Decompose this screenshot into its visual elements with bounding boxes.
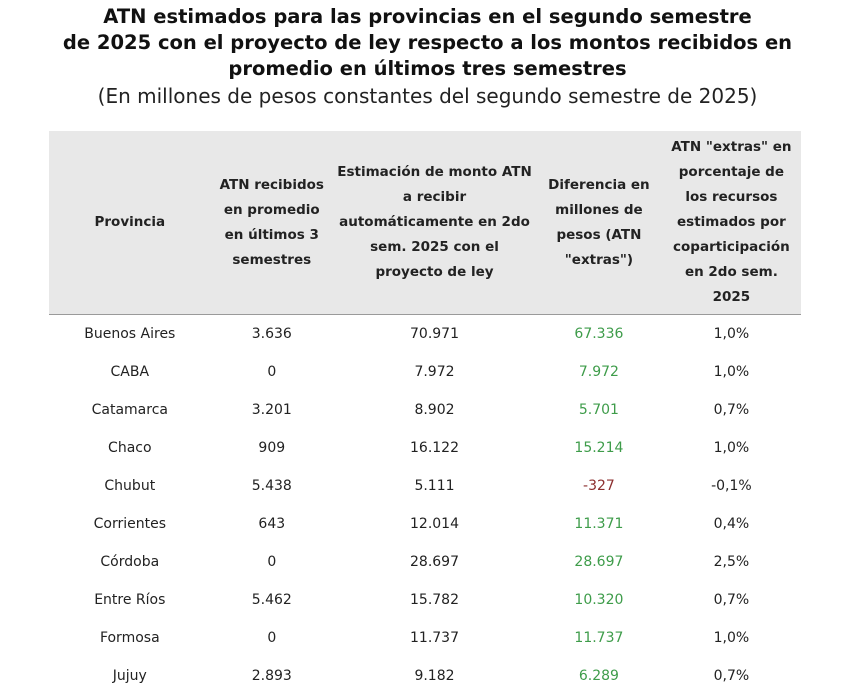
cell-estimacion: 16.122 [410, 440, 459, 456]
table-row: Formosa 0 11.737 11.737 1,0% [49, 619, 801, 657]
cell-porcentaje: 1,0% [713, 326, 750, 342]
cell-porcentaje: 1,0% [713, 630, 750, 646]
header-porcentaje: ATN "extras" en porcentaje de los recurs… [661, 131, 801, 315]
cell-diferencia: 11.737 [574, 630, 624, 646]
cell-estimacion: 12.014 [410, 516, 459, 532]
table-row: Catamarca 3.201 8.902 5.701 0,7% [49, 391, 801, 429]
atn-table: Provincia ATN recibidos en promedio en ú… [49, 131, 801, 695]
table-row: CABA 0 7.972 7.972 1,0% [49, 353, 801, 391]
cell-atn-recibidos: 0 [267, 554, 277, 570]
table-body: Buenos Aires 3.636 70.971 67.336 1,0% CABA 0 7.… [49, 315, 801, 696]
cell-provincia: Entre Ríos [94, 592, 166, 608]
cell-estimacion: 11.737 [410, 630, 459, 646]
cell-porcentaje: 0,7% [713, 592, 750, 608]
cell-diferencia: 10.320 [574, 592, 624, 608]
cell-atn-recibidos: 3.636 [251, 326, 292, 342]
cell-estimacion: 70.971 [410, 326, 459, 342]
cell-provincia: Buenos Aires [84, 326, 176, 342]
cell-atn-recibidos: 909 [258, 440, 286, 456]
cell-provincia: Jujuy [112, 668, 147, 684]
cell-provincia: Córdoba [100, 554, 160, 570]
cell-atn-recibidos: 2.893 [251, 668, 292, 684]
cell-porcentaje: 2,5% [713, 554, 750, 570]
title-line-2: de 2025 con el proyecto de ley respecto … [62, 31, 793, 54]
cell-atn-recibidos: 643 [258, 516, 286, 532]
cell-diferencia: 5.701 [578, 402, 619, 418]
table-row: Corrientes 643 12.014 11.371 0,4% [49, 505, 801, 543]
cell-provincia: Corrientes [93, 516, 166, 532]
header-provincia: Provincia [49, 131, 211, 315]
subtitle: (En millones de pesos constantes del seg… [97, 84, 758, 108]
cell-provincia: Catamarca [91, 402, 168, 418]
cell-atn-recibidos: 0 [267, 630, 277, 646]
cell-diferencia: 15.214 [574, 440, 624, 456]
title-block: ATN estimados para las provincias en el … [0, 4, 855, 110]
cell-estimacion: 9.182 [414, 668, 455, 684]
cell-diferencia: 28.697 [574, 554, 624, 570]
table-row: Chubut 5.438 5.111 -327 -0,1% [49, 467, 801, 505]
cell-porcentaje: 0,7% [713, 668, 750, 684]
cell-estimacion: 5.111 [414, 478, 455, 494]
cell-provincia: CABA [110, 364, 150, 380]
cell-estimacion: 7.972 [414, 364, 455, 380]
cell-diferencia: 67.336 [574, 326, 624, 342]
table-header: Provincia ATN recibidos en promedio en ú… [49, 131, 801, 315]
cell-diferencia: 11.371 [574, 516, 624, 532]
cell-atn-recibidos: 3.201 [251, 402, 292, 418]
atn-table-container: Provincia ATN recibidos en promedio en ú… [49, 131, 801, 695]
header-atn-recibidos: ATN recibidos en promedio en últimos 3 s… [210, 131, 333, 315]
table-row: Buenos Aires 3.636 70.971 67.336 1,0% [49, 315, 801, 354]
cell-provincia: Chaco [108, 440, 152, 456]
cell-estimacion: 15.782 [410, 592, 459, 608]
cell-diferencia: -327 [583, 478, 615, 494]
cell-porcentaje: 0,4% [713, 516, 750, 532]
header-row: Provincia ATN recibidos en promedio en ú… [49, 131, 801, 315]
table-row: Chaco 909 16.122 15.214 1,0% [49, 429, 801, 467]
title-line-3: promedio en últimos tres semestres [228, 57, 627, 80]
cell-diferencia: 6.289 [578, 668, 619, 684]
cell-estimacion: 28.697 [410, 554, 459, 570]
cell-porcentaje: 1,0% [713, 364, 750, 380]
title-line-1: ATN estimados para las provincias en el … [103, 5, 752, 28]
cell-estimacion: 8.902 [414, 402, 455, 418]
header-estimacion: Estimación de monto ATN a recibir automá… [332, 131, 537, 315]
table-row: Jujuy 2.893 9.182 6.289 0,7% [49, 657, 801, 695]
header-diferencia: Diferencia en millones de pesos (ATN "ex… [536, 131, 662, 315]
cell-atn-recibidos: 5.438 [251, 478, 292, 494]
cell-diferencia: 7.972 [578, 364, 619, 380]
cell-atn-recibidos: 5.462 [251, 592, 292, 608]
cell-atn-recibidos: 0 [267, 364, 277, 380]
cell-porcentaje: -0,1% [711, 478, 752, 494]
cell-provincia: Formosa [99, 630, 160, 646]
cell-provincia: Chubut [104, 478, 156, 494]
table-row: Entre Ríos 5.462 15.782 10.320 0,7% [49, 581, 801, 619]
table-row: Córdoba 0 28.697 28.697 2,5% [49, 543, 801, 581]
cell-porcentaje: 1,0% [713, 440, 750, 456]
cell-porcentaje: 0,7% [713, 402, 750, 418]
